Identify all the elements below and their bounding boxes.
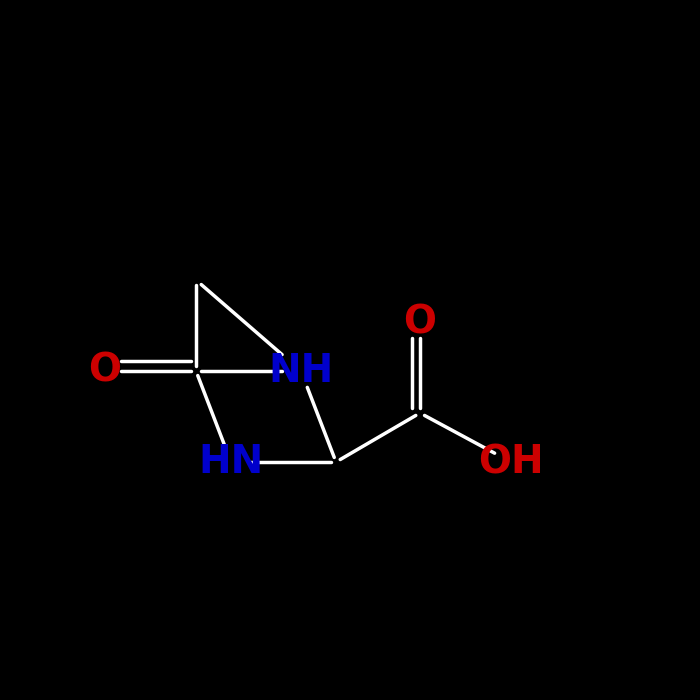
- Text: HN: HN: [198, 443, 264, 481]
- Text: O: O: [88, 352, 122, 390]
- Text: OH: OH: [478, 443, 544, 481]
- Text: NH: NH: [268, 352, 334, 390]
- Text: O: O: [403, 303, 437, 341]
